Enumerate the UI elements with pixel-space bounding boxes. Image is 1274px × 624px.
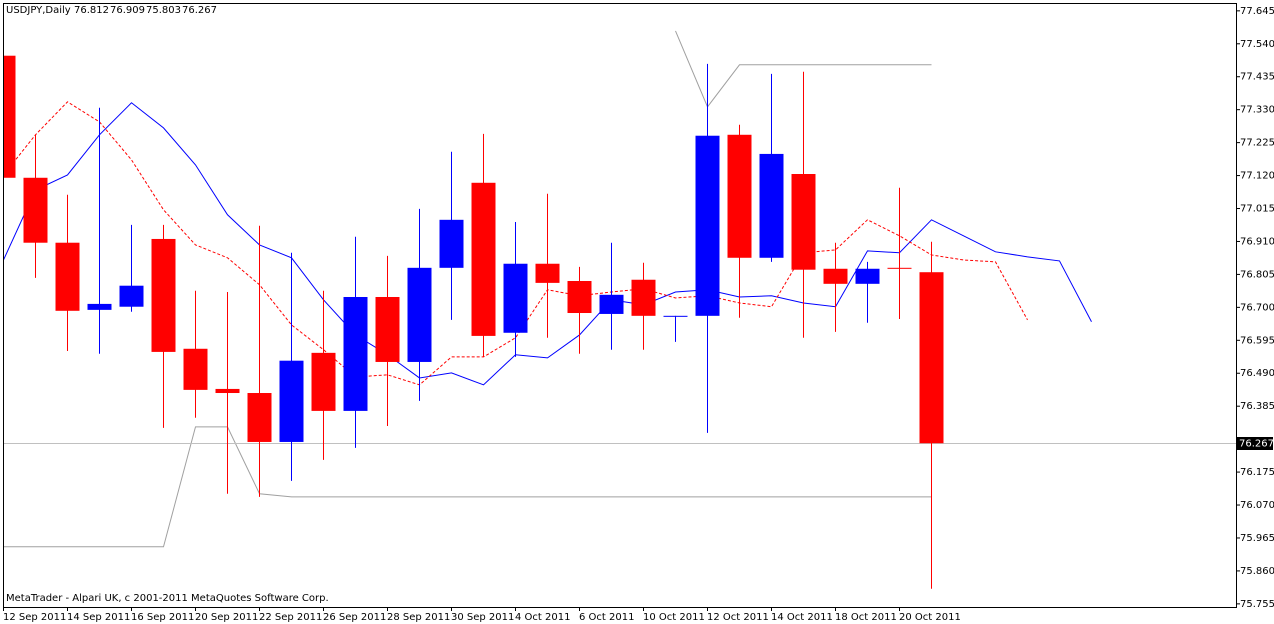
price-label: 76.267 [1239,439,1274,450]
plot-area [3,30,1236,589]
y-tick-label: 75.860 [1240,566,1274,577]
candle-body [3,55,16,178]
candle-body [119,285,144,307]
x-tick-label: 16 Sep 2011 [131,612,194,623]
candle-body [663,315,688,317]
candle-body [343,296,368,411]
annotation: MetaTrader - Alpari UK, c 2001-2011 Meta… [6,593,329,604]
candle-body [919,272,944,444]
y-tick-label: 75.755 [1240,599,1274,610]
price-label-box [1237,437,1273,450]
header-close: 76.267 [182,5,217,16]
x-tick-label: 12 Sep 2011 [3,612,66,623]
y-tick-label: 76.595 [1240,335,1274,346]
candle-body [535,263,560,283]
x-tick-label: 12 Oct 2011 [707,612,769,623]
x-tick-label: 22 Sep 2011 [259,612,322,623]
y-tick-label: 76.805 [1240,269,1274,280]
x-tick-label: 4 Oct 2011 [515,612,570,623]
candle-body [439,219,464,268]
y-tick-label: 77.015 [1240,204,1274,215]
candle-body [311,352,336,411]
x-tick-label: 20 Sep 2011 [195,612,258,623]
x-tick-label: 10 Oct 2011 [643,612,705,623]
candle-body [887,267,912,269]
candle-body [503,263,528,333]
candle-body [695,135,720,316]
candle-body [151,238,176,352]
indicator-line [675,30,932,108]
y-tick-label: 77.120 [1240,171,1274,182]
x-tick-label: 28 Sep 2011 [387,612,450,623]
x-tick-label: 6 Oct 2011 [579,612,634,623]
x-tick-label: 14 Oct 2011 [771,612,833,623]
candle-body [599,294,624,314]
plot-frame [3,3,1237,608]
header-low: 75.803 [146,5,181,16]
candle-body [55,242,80,311]
y-tick-label: 77.540 [1240,39,1274,50]
candle-body [247,393,272,442]
y-tick-label: 77.435 [1240,72,1274,83]
y-tick-label: 76.700 [1240,302,1274,313]
candle-body [567,280,592,314]
x-tick-label: 14 Sep 2011 [67,612,130,623]
y-tick-label: 76.910 [1240,236,1274,247]
y-tick-label: 77.330 [1240,105,1274,116]
candle-body [823,268,848,284]
candle-body [87,303,112,310]
x-tick-label: 26 Sep 2011 [323,612,386,623]
candle-body [855,268,880,284]
x-tick-label: 20 Oct 2011 [899,612,961,623]
candle-body [631,279,656,316]
y-tick-label: 76.175 [1240,467,1274,478]
candle-body [215,388,240,394]
candle-body [23,177,48,243]
candle-body [279,360,304,442]
candle-body [183,348,208,390]
x-tick-label: 18 Oct 2011 [835,612,897,623]
x-tick-label: 30 Sep 2011 [451,612,514,623]
y-tick-label: 76.490 [1240,368,1274,379]
candle-body [375,296,400,362]
chart-title: USDJPY,Daily [6,5,71,16]
candle-body [471,182,496,336]
y-tick-label: 76.385 [1240,401,1274,412]
candle-body [791,174,816,270]
candle-body [407,267,432,362]
y-tick-label: 77.645 [1240,6,1274,17]
y-tick-label: 75.965 [1240,533,1274,544]
candle-body [727,134,752,258]
y-tick-label: 76.070 [1240,500,1274,511]
y-tick-label: 77.225 [1240,138,1274,149]
header-high: 76.909 [110,5,145,16]
candle-body [759,153,784,258]
indicator-line [3,426,932,548]
header-open: 76.812 [74,5,109,16]
